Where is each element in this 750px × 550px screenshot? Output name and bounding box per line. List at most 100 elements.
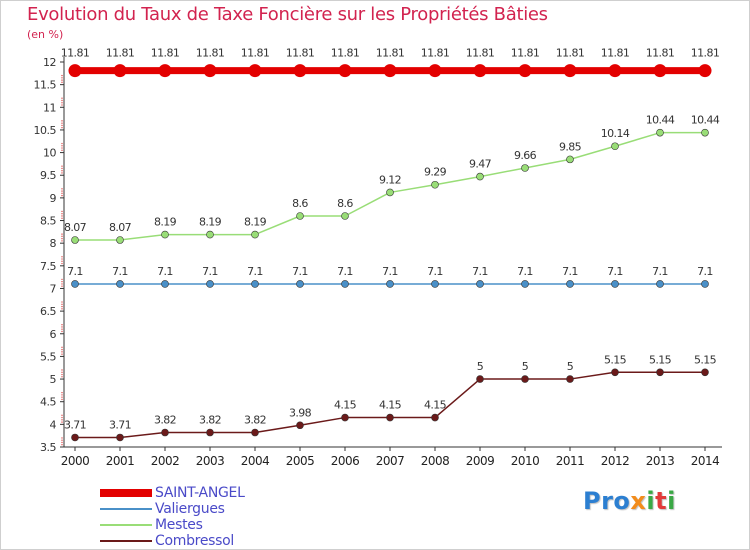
y-minor-dot [61, 256, 63, 258]
y-minor-dot [61, 416, 63, 419]
y-tick-label: 5.5 [40, 350, 56, 363]
data-point [431, 280, 439, 288]
x-tick-label: 2000 [61, 454, 90, 468]
data-point [566, 375, 574, 383]
y-tick-label: 6 [50, 328, 57, 341]
data-point [563, 64, 577, 78]
y-minor-dot [61, 444, 63, 446]
data-label: 7.1 [112, 265, 128, 278]
y-minor-dot [61, 97, 63, 99]
data-point [428, 64, 442, 78]
data-label: 9.85 [559, 140, 582, 153]
data-label: 11.81 [151, 47, 180, 60]
data-label: 7.1 [157, 265, 173, 278]
data-label: 7.1 [472, 265, 488, 278]
data-point [476, 280, 484, 288]
data-point [71, 433, 79, 442]
data-point [116, 280, 124, 288]
data-label: 3.71 [64, 418, 86, 431]
y-tick-label: 9 [50, 192, 57, 205]
data-point [341, 413, 349, 422]
data-point [611, 280, 619, 288]
y-tick-label: 10 [43, 147, 56, 160]
x-tick-label: 2008 [421, 454, 450, 468]
legend-label: Mestes [155, 517, 203, 533]
legend-swatch [100, 540, 152, 542]
data-point [431, 180, 439, 189]
data-label: 4.15 [424, 399, 447, 412]
data-label: 4.15 [334, 399, 357, 412]
legend-swatch [100, 524, 152, 526]
data-point [698, 64, 712, 78]
data-point [473, 64, 487, 78]
data-label: 8.6 [292, 197, 308, 210]
data-label: 11.81 [376, 47, 405, 60]
data-label: 11.81 [466, 47, 495, 60]
data-point [521, 375, 529, 383]
data-label: 7.1 [607, 265, 623, 278]
data-point [206, 280, 214, 288]
data-label: 8.6 [337, 197, 353, 210]
y-minor-dot [61, 104, 63, 106]
y-tick-label: 12 [43, 56, 56, 69]
data-point [656, 368, 664, 377]
data-point [161, 280, 169, 288]
y-minor-dot [61, 326, 63, 328]
y-minor-dot [61, 348, 63, 351]
y-minor-dot [61, 353, 63, 355]
x-tick-label: 2002 [151, 454, 180, 468]
legend-label: Combressol [155, 533, 234, 549]
y-minor-dot [61, 330, 63, 333]
y-tick-label: 11.5 [34, 79, 57, 92]
data-point [701, 128, 709, 137]
data-label: 7.1 [697, 265, 713, 278]
y-minor-dot [61, 149, 63, 152]
data-point [566, 280, 574, 288]
data-point [296, 212, 304, 220]
data-label: 11.81 [556, 47, 585, 60]
data-point [206, 428, 214, 437]
y-minor-dot [61, 346, 63, 349]
y-minor-dot [61, 351, 63, 353]
y-minor-dot [61, 233, 63, 235]
y-minor-dot [61, 99, 63, 102]
y-minor-dot [61, 283, 63, 285]
data-point [386, 188, 394, 197]
y-minor-dot [61, 301, 63, 303]
y-minor-dot [61, 258, 63, 260]
y-minor-dot [61, 188, 63, 190]
y-tick-label: 10.5 [34, 124, 57, 137]
data-label: 11.81 [511, 47, 540, 60]
y-minor-dot [61, 439, 63, 441]
data-label: 3.82 [199, 414, 221, 427]
data-point [251, 428, 259, 437]
y-minor-dot [61, 165, 63, 167]
data-label: 10.44 [691, 114, 720, 127]
data-label: 5.15 [604, 353, 627, 366]
data-label: 8.07 [64, 221, 87, 234]
data-label: 8.19 [154, 216, 177, 229]
data-point [293, 64, 307, 78]
legend-label: SAINT-ANGEL [155, 485, 245, 501]
data-label: 11.81 [601, 47, 630, 60]
x-tick-label: 2001 [106, 454, 135, 468]
data-label: 7.1 [202, 265, 218, 278]
data-point [116, 236, 124, 244]
data-label: 11.81 [106, 47, 135, 60]
y-minor-dot [61, 170, 63, 172]
data-point [203, 64, 217, 78]
data-label: 5 [567, 360, 574, 373]
data-label: 11.81 [61, 47, 90, 60]
data-label: 4.15 [379, 399, 402, 412]
data-label: 9.47 [469, 158, 492, 171]
data-label: 7.1 [427, 265, 443, 278]
y-tick-label: 11 [43, 101, 56, 114]
data-point [248, 64, 262, 78]
data-label: 8.07 [109, 221, 132, 234]
y-minor-dot [61, 260, 63, 262]
data-point [476, 375, 484, 383]
y-minor-dot [61, 77, 63, 79]
x-tick-label: 2007 [376, 454, 405, 468]
data-point [521, 280, 529, 288]
y-minor-dot [61, 324, 63, 326]
